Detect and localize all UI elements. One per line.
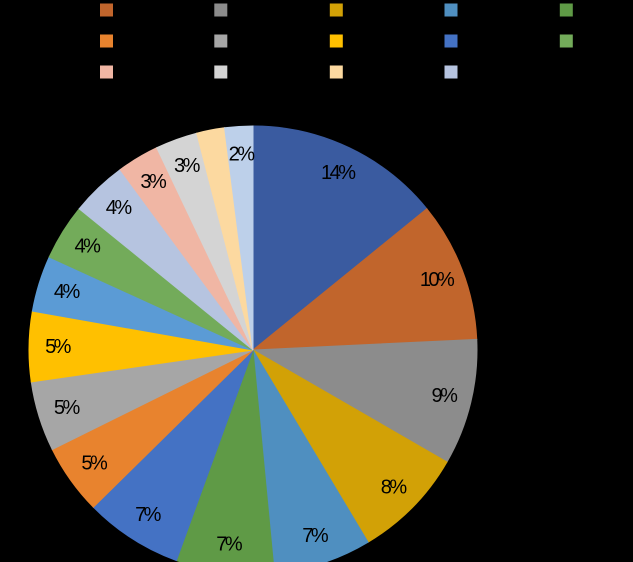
svg-text:4%: 4%: [106, 197, 133, 219]
svg-text:5%: 5%: [45, 336, 72, 358]
svg-text:4%: 4%: [54, 281, 81, 303]
svg-text:2%: 2%: [229, 143, 256, 165]
svg-text:3%: 3%: [174, 155, 201, 177]
svg-text:5%: 5%: [54, 397, 81, 419]
svg-text:10%: 10%: [420, 269, 455, 291]
svg-text:3%: 3%: [140, 171, 167, 193]
svg-text:14%: 14%: [321, 162, 356, 184]
svg-text:7%: 7%: [135, 504, 162, 526]
svg-text:9%: 9%: [432, 385, 459, 407]
svg-text:4%: 4%: [74, 236, 101, 258]
svg-text:8%: 8%: [381, 476, 408, 498]
svg-text:7%: 7%: [302, 525, 329, 547]
svg-text:5%: 5%: [81, 453, 108, 475]
svg-text:7%: 7%: [216, 533, 243, 555]
